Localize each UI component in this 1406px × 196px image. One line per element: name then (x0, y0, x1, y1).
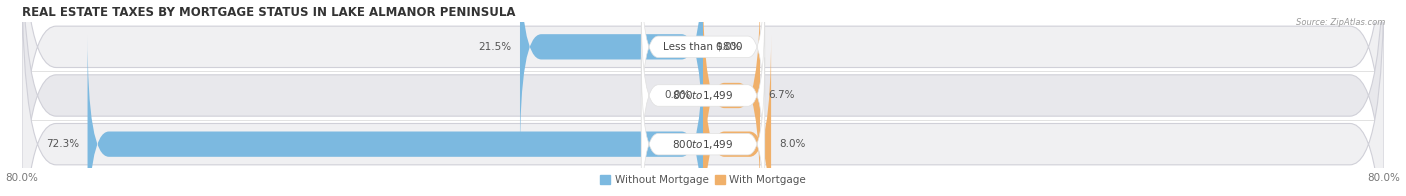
FancyBboxPatch shape (703, 0, 761, 196)
FancyBboxPatch shape (520, 0, 703, 156)
FancyBboxPatch shape (22, 0, 1384, 196)
FancyBboxPatch shape (641, 0, 765, 133)
FancyBboxPatch shape (703, 35, 770, 196)
FancyBboxPatch shape (22, 0, 1384, 196)
FancyBboxPatch shape (641, 58, 765, 196)
Text: REAL ESTATE TAXES BY MORTGAGE STATUS IN LAKE ALMANOR PENINSULA: REAL ESTATE TAXES BY MORTGAGE STATUS IN … (22, 5, 516, 19)
FancyBboxPatch shape (22, 0, 1384, 196)
Text: 8.0%: 8.0% (779, 139, 806, 149)
Legend: Without Mortgage, With Mortgage: Without Mortgage, With Mortgage (596, 171, 810, 190)
FancyBboxPatch shape (87, 35, 703, 196)
FancyBboxPatch shape (641, 9, 765, 182)
Text: $800 to $1,499: $800 to $1,499 (672, 138, 734, 151)
Text: 72.3%: 72.3% (46, 139, 79, 149)
Text: 21.5%: 21.5% (478, 42, 512, 52)
Text: Source: ZipAtlas.com: Source: ZipAtlas.com (1295, 18, 1385, 27)
Text: Less than $800: Less than $800 (664, 42, 742, 52)
Text: 0.0%: 0.0% (716, 42, 742, 52)
Text: 6.7%: 6.7% (769, 91, 794, 101)
Text: 0.0%: 0.0% (664, 91, 690, 101)
Text: $800 to $1,499: $800 to $1,499 (672, 89, 734, 102)
